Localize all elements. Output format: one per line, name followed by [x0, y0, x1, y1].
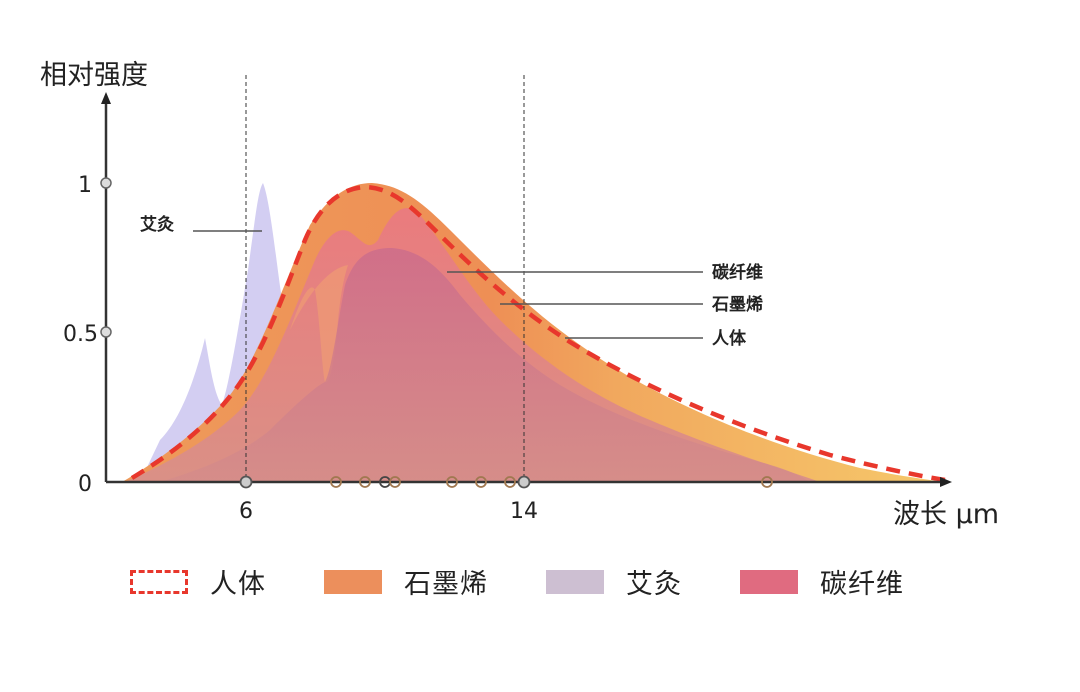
y-tick-label-1: 1: [78, 173, 92, 198]
legend-label: 人体: [210, 569, 266, 600]
legend-item-human-body: 人体: [130, 562, 266, 601]
y-tick-marker-1: [100, 177, 112, 189]
x-tick-label-14: 14: [510, 499, 538, 524]
callout-label-carbon-fiber: 碳纤维: [712, 262, 763, 283]
legend-item-graphene: 石墨烯: [324, 562, 488, 601]
x-axis-title: 波长 µm: [893, 499, 999, 530]
x-tick-label-6: 6: [239, 499, 253, 524]
legend-label: 石墨烯: [404, 569, 488, 600]
legend-swatch-graphene-icon: [324, 569, 382, 594]
legend-swatch-dashed-icon: [130, 569, 188, 594]
legend-swatch-carbon-fiber-icon: [740, 569, 798, 594]
legend-label: 艾灸: [626, 569, 682, 600]
callout-label-human-body: 人体: [712, 328, 747, 349]
x-axis-markers: [239, 475, 773, 489]
y-axis-arrow-icon: [101, 92, 111, 104]
x-axis-arrow-icon: [940, 477, 952, 487]
legend-item-carbon-fiber: 碳纤维: [740, 562, 904, 601]
carbon-fiber-core: [160, 248, 810, 482]
y-tick-label-05: 0.5: [63, 322, 98, 347]
legend-swatch-moxa-icon: [546, 569, 604, 594]
human-body-curve: [130, 184, 946, 483]
legend-label: 碳纤维: [820, 569, 904, 600]
legend: 人体 石墨烯 艾灸 碳纤维: [130, 562, 962, 601]
callout-label-moxa: 艾灸: [140, 214, 174, 235]
legend-item-moxa: 艾灸: [546, 562, 682, 601]
y-axis-title: 相对强度: [40, 60, 148, 91]
y-tick-marker-05: [100, 326, 112, 338]
callout-label-graphene: 石墨烯: [711, 294, 763, 315]
y-tick-label-0: 0: [78, 472, 92, 497]
